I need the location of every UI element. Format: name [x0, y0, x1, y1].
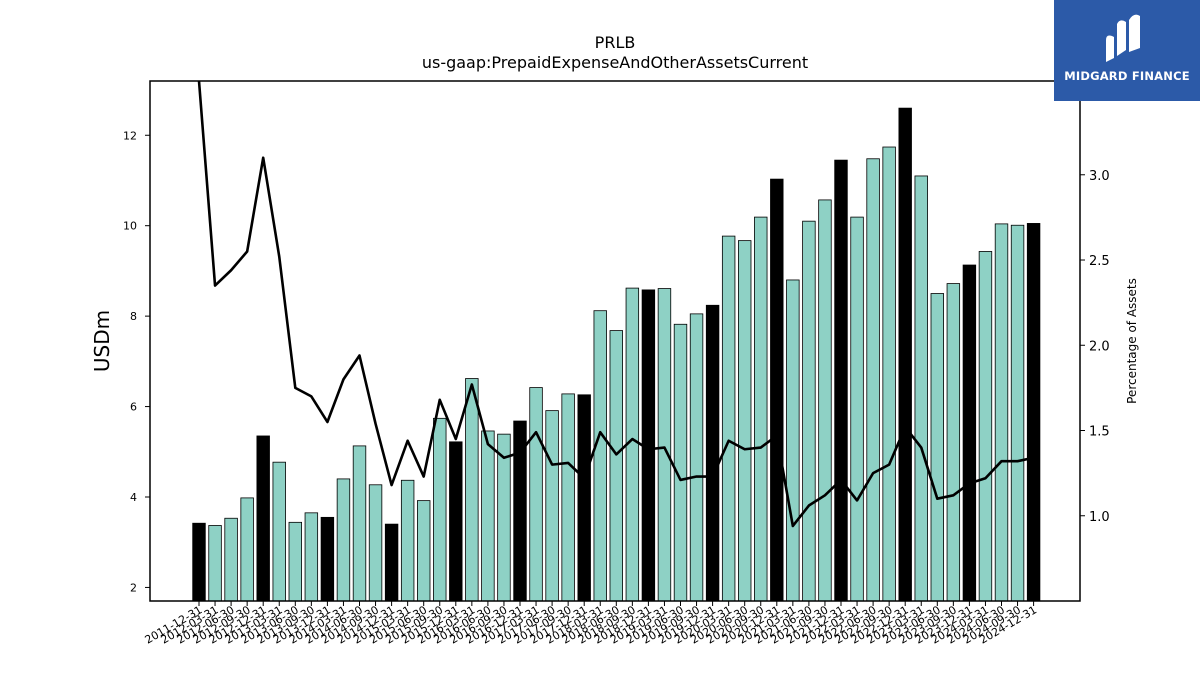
y-tick-label: 8	[130, 310, 137, 323]
chart-subtitle: us-gaap:PrepaidExpenseAndOtherAssetsCurr…	[422, 53, 808, 72]
bar	[481, 430, 495, 602]
bar	[978, 251, 993, 602]
bar	[577, 394, 591, 602]
bar	[465, 378, 479, 602]
y-tick-label: 6	[130, 401, 137, 414]
logo-text: MIDGARD FINANCE	[1064, 69, 1190, 83]
bar	[304, 512, 319, 602]
line-group	[197, 80, 1034, 528]
bar	[449, 441, 463, 602]
bars-group	[192, 107, 1041, 602]
series-line	[197, 80, 1034, 528]
bar	[497, 433, 511, 602]
bar	[368, 484, 383, 602]
bar	[593, 310, 607, 602]
bar	[192, 522, 206, 602]
bar	[914, 175, 928, 602]
y-tick-label: 4	[130, 491, 137, 504]
bar	[545, 410, 559, 602]
bar	[384, 523, 399, 602]
bar	[1026, 223, 1041, 602]
bar	[288, 521, 303, 602]
bar	[818, 199, 832, 602]
bar	[930, 293, 945, 602]
bar	[609, 330, 624, 602]
bar	[256, 435, 270, 602]
bar	[689, 313, 704, 602]
bar	[1010, 224, 1025, 602]
logo-icon	[1106, 14, 1140, 62]
bar	[882, 146, 896, 602]
y-tick-label: 10	[123, 220, 137, 233]
y2-axis-label: Percentage of Assets	[1125, 278, 1139, 404]
bar	[224, 517, 238, 602]
bar	[834, 159, 848, 602]
bar	[352, 445, 367, 602]
y2-tick-label: 1.0	[1089, 510, 1110, 525]
bar	[946, 283, 961, 602]
chart-title: PRLB	[595, 33, 636, 52]
y2-tick-label: 3.0	[1089, 169, 1110, 184]
bar	[994, 223, 1009, 602]
bar	[962, 264, 977, 602]
bar	[705, 304, 720, 602]
bar	[898, 107, 912, 602]
bar	[850, 216, 864, 602]
bar	[786, 279, 800, 602]
bar	[320, 516, 335, 602]
y-tick-label: 12	[123, 129, 137, 142]
bar	[433, 417, 447, 602]
axes-group: 246810121.01.52.02.53.02011-12-312012-03…	[123, 129, 1110, 646]
bar	[866, 158, 880, 602]
y2-tick-label: 2.0	[1089, 339, 1110, 354]
bar	[240, 497, 254, 602]
bar	[770, 178, 784, 602]
brand-logo: MIDGARD FINANCE	[1054, 0, 1200, 101]
bar	[336, 478, 351, 602]
bar	[561, 393, 575, 602]
bar	[208, 525, 222, 602]
bar	[272, 461, 286, 602]
y-axis-label: USDm	[90, 310, 114, 372]
bar	[738, 240, 752, 602]
bar	[754, 216, 768, 602]
bar	[416, 500, 431, 602]
bar	[657, 288, 672, 602]
bar	[529, 387, 543, 602]
bar	[721, 235, 736, 602]
y2-tick-label: 1.5	[1089, 425, 1110, 440]
y-tick-label: 2	[130, 581, 137, 594]
bar	[673, 323, 688, 602]
bar	[802, 220, 816, 602]
plot-frame	[149, 80, 1081, 602]
y2-tick-label: 2.5	[1089, 254, 1110, 269]
bar	[400, 479, 415, 602]
